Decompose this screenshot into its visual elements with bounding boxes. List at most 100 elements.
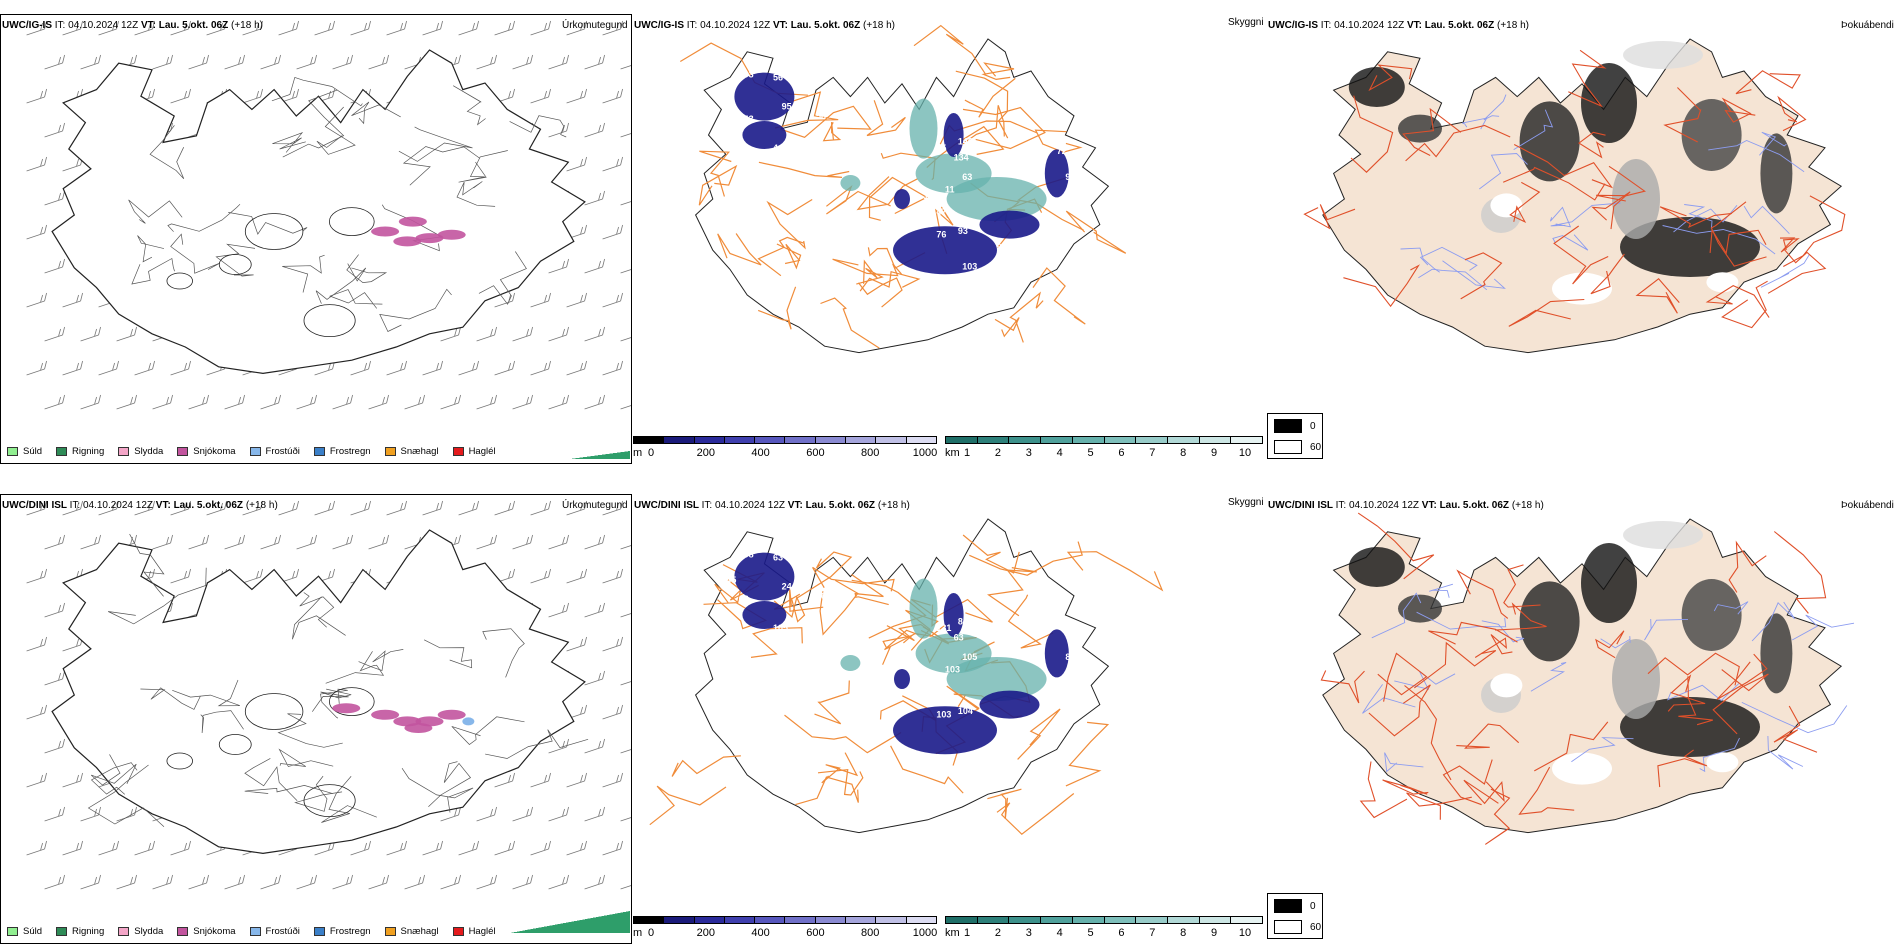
legend-swatch xyxy=(177,926,189,936)
vt-value: Lau. 5.okt. 06Z xyxy=(158,20,231,31)
visibility-header: UWC/IG-IS IT: 04.10.2024 12Z VT: Lau. 5.… xyxy=(634,20,895,32)
forecast-row-2: Súld Rigning Slydda Snjókoma Frostúði Frostre… xyxy=(0,480,1900,950)
fog-key-swatch xyxy=(1274,419,1302,433)
it-value: 04.10.2024 12Z xyxy=(68,20,141,31)
ceiling-value-label: 108 xyxy=(739,549,754,559)
colorbar-cell xyxy=(634,917,665,923)
visibility-colorbar: km 1 2 3 4 5 6 7 8 9 10 xyxy=(945,916,1263,942)
legend-label: Haglél xyxy=(468,445,496,457)
colorbar-cell xyxy=(815,917,847,923)
ceiling-value-label: 104 xyxy=(958,706,973,716)
ceiling-value-label: 11 xyxy=(945,185,955,195)
legend-item: Súld xyxy=(7,926,42,937)
ceiling-value-label: 63 xyxy=(954,633,964,643)
legend-label: Slydda xyxy=(134,445,164,457)
colorbar-tick: 2 xyxy=(994,447,1001,459)
it-label: IT: xyxy=(1335,500,1349,511)
vt-value: Lau. 5.okt. 06Z xyxy=(1424,20,1497,31)
ceiling-value-label: 58 xyxy=(1074,633,1084,643)
colorbar-cell xyxy=(1167,437,1200,443)
colorbar-cells xyxy=(945,916,1263,924)
lead-time: (+18 h) xyxy=(1497,20,1529,31)
visibility-colorbar: km 1 2 3 4 5 6 7 8 9 10 xyxy=(945,436,1263,462)
legend-label: Frostregn xyxy=(329,445,371,457)
colorbar-tick: 6 xyxy=(1118,927,1125,939)
ceiling-value-label: 97 xyxy=(997,242,1007,252)
legend-swatch xyxy=(313,926,325,936)
lead-time: (+18 h) xyxy=(1511,500,1544,511)
lead-time: (+18 h) xyxy=(877,500,910,511)
vt-label: VT: xyxy=(1421,500,1440,511)
legend-swatch xyxy=(7,446,18,456)
colorbar-cell xyxy=(846,437,877,443)
ceiling-value-label: 105 xyxy=(773,623,788,633)
colorbar-cell xyxy=(1104,917,1137,923)
colorbar-cell xyxy=(1072,917,1105,923)
colorbar-tick: 200 xyxy=(696,927,715,939)
terrain-fill xyxy=(570,451,630,459)
it-value: 04.10.2024 12Z xyxy=(1348,500,1422,511)
colorbar-cell xyxy=(1136,917,1168,923)
fog-index-panel xyxy=(1262,14,1900,434)
colorbar-cell xyxy=(977,917,1010,923)
colorbar-cell xyxy=(724,917,756,923)
ceiling-value-label: 63 xyxy=(739,594,749,604)
legend-swatch xyxy=(7,926,18,936)
colorbar-tick: 600 xyxy=(806,927,825,939)
ceiling-value-label: 56 xyxy=(773,73,783,83)
legend-label: Snjókoma xyxy=(193,925,236,937)
precip-type-legend: Súld Rigning Slydda Snjókoma Frostúði Frostre… xyxy=(7,444,496,458)
legend-label: Súld xyxy=(23,925,43,937)
colorbar-cell xyxy=(876,917,907,923)
precip-type-title: Úrkomutegund xyxy=(562,20,628,31)
model-name: UWC/IG-IS xyxy=(1268,20,1321,31)
colorbar-tick: 800 xyxy=(861,927,880,939)
colorbar-cell xyxy=(906,437,936,443)
legend-label: Snæhagl xyxy=(400,445,439,457)
legend-label: Frostregn xyxy=(329,925,371,937)
model-name: UWC/DINI ISL xyxy=(634,500,702,511)
legend-label: Súld xyxy=(23,445,43,457)
model-name: UWC/IG-IS xyxy=(634,20,687,31)
legend-item: Slydda xyxy=(118,926,163,937)
ceiling-value-label: 104 xyxy=(997,722,1012,732)
it-label: IT: xyxy=(69,500,83,511)
it-value: 04.10.2024 12Z xyxy=(700,20,773,31)
fog-key-item: 60 xyxy=(1274,440,1321,454)
colorbar-cell xyxy=(1231,437,1263,443)
fog-key-value: 0 xyxy=(1310,900,1316,912)
ceiling-value-label: 10 xyxy=(924,191,934,201)
colorbar-tick: 800 xyxy=(861,447,880,459)
legend-item: Snjókoma xyxy=(177,925,236,937)
visibility-title: Skyggni xyxy=(1228,497,1264,508)
legend-item: Haglél xyxy=(452,445,496,457)
colorbar-cell xyxy=(785,917,816,923)
it-value: 04.10.2024 12Z xyxy=(82,500,156,511)
colorbar-cell xyxy=(876,437,907,443)
colorbar-tick: 400 xyxy=(751,927,770,939)
colorbar-tick: 3 xyxy=(1025,927,1032,939)
ceiling-value-label: 245 xyxy=(721,575,736,585)
fog-index-key: 0 60 xyxy=(1267,893,1323,939)
colorbar-cell xyxy=(1136,437,1168,443)
colorbar-tick: 5 xyxy=(1087,447,1094,459)
lead-time: (+18 h) xyxy=(245,500,278,511)
legend-item: Snæhagl xyxy=(384,445,439,457)
legend-label: Rigning xyxy=(72,445,105,457)
fog-key-item: 60 xyxy=(1274,920,1321,934)
ceiling-value-label: 70 xyxy=(1040,223,1050,233)
ceiling-colorbar: m 0 200 400 600 800 1000 xyxy=(633,916,937,942)
colorbar-cell xyxy=(815,437,847,443)
fog-key-value: 0 xyxy=(1310,420,1316,432)
colorbar-cells xyxy=(633,436,937,444)
legend-item: Frostúði xyxy=(249,926,300,937)
lead-time: (+18 h) xyxy=(231,20,263,31)
ceiling-value-label: 8 xyxy=(1040,703,1045,713)
legend-item: Haglél xyxy=(452,926,496,937)
legend-label: Slydda xyxy=(134,925,164,937)
legend-item: Snæhagl xyxy=(384,926,439,937)
legend-item: Snjókoma xyxy=(177,446,236,457)
legend-item: Súld xyxy=(7,446,42,457)
fog-key-item: 0 xyxy=(1274,899,1316,913)
colorbar-tick: 2 xyxy=(994,927,1001,939)
